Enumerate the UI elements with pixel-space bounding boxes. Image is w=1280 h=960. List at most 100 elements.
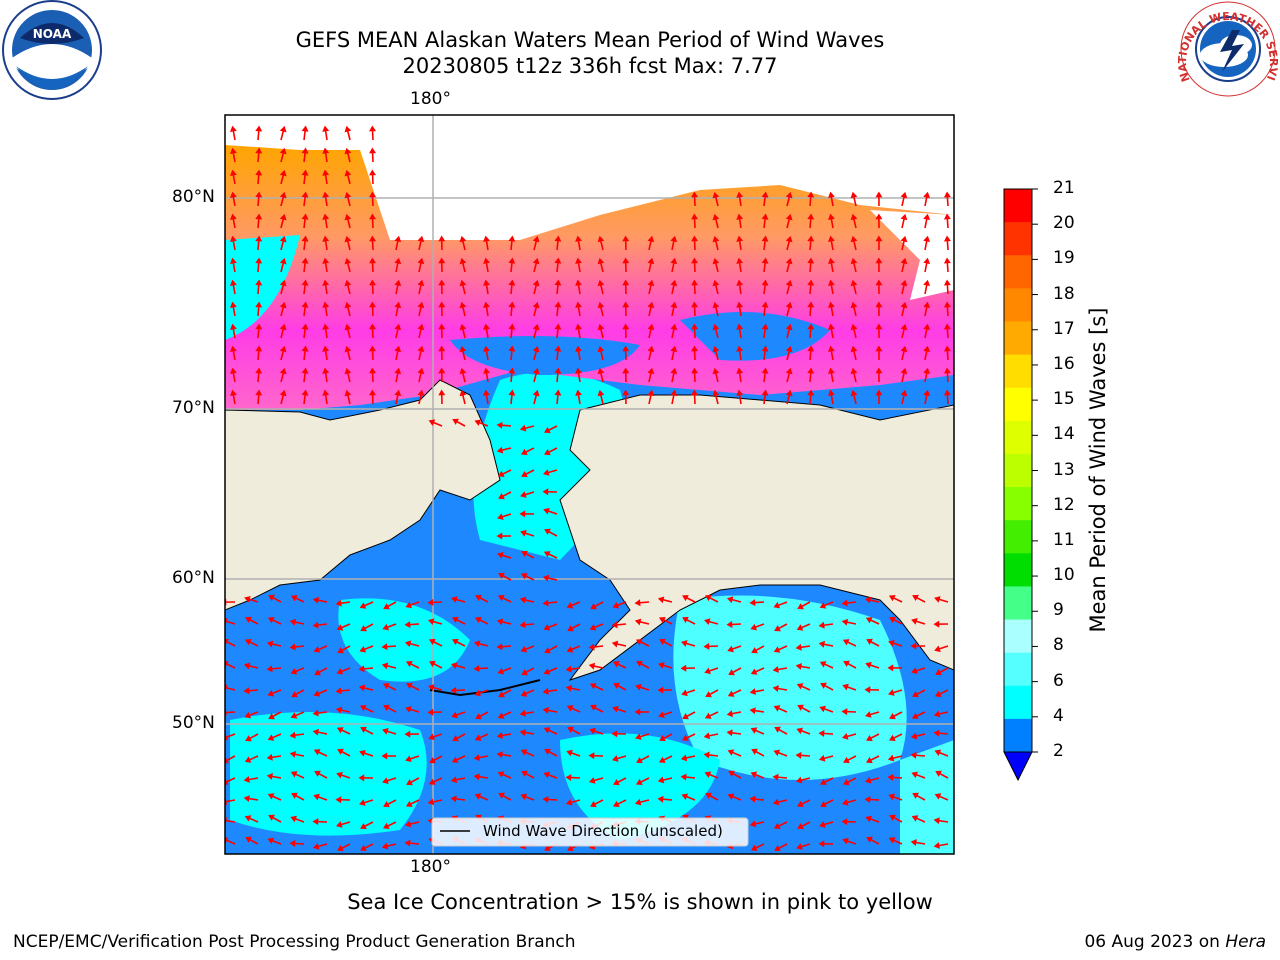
colorbar-segment — [1004, 586, 1032, 621]
wind-wave-arrowhead — [301, 257, 309, 264]
wind-wave-arrowhead — [726, 729, 733, 737]
wind-wave-arrowhead — [313, 690, 321, 697]
wind-wave-arrowhead — [381, 752, 388, 760]
wind-wave-arrowhead — [452, 735, 459, 742]
wind-wave-arrowhead — [497, 667, 505, 675]
wind-wave-arrowhead — [498, 572, 505, 579]
wind-wave-arrowhead — [726, 710, 734, 718]
wind-wave-arrowhead — [255, 279, 263, 286]
wind-wave-arrowhead — [611, 730, 618, 738]
wind-wave-arrowhead — [749, 599, 756, 607]
wind-wave-arrowhead — [820, 682, 827, 689]
wind-wave-arrowhead — [359, 602, 367, 609]
wind-wave-arrowhead — [923, 213, 931, 221]
wind-wave-arrowhead — [438, 279, 446, 286]
lat-label-50: 50°N — [172, 713, 215, 733]
wind-wave-arrowhead — [712, 367, 720, 375]
wind-wave-arrowhead — [751, 647, 758, 654]
wind-wave-arrowhead — [290, 712, 298, 719]
svg-text:NATIONAL WEATHER SERVICE: NATIONAL WEATHER SERVICE — [0, 0, 1280, 83]
wind-wave-arrowhead — [279, 257, 287, 265]
wind-wave-arrowhead — [807, 235, 815, 242]
wind-wave-arrowhead — [369, 235, 377, 242]
wind-wave-arrowhead — [875, 191, 883, 198]
wind-wave-arrowhead — [923, 367, 931, 375]
wind-wave-arrowhead — [279, 323, 287, 331]
wind-wave-arrowhead — [322, 323, 330, 330]
wind-wave-arrowhead — [634, 599, 641, 607]
wind-wave-arrowhead — [450, 795, 457, 803]
wind-wave-arrowhead — [475, 814, 482, 821]
colorbar-tick-label: 9 — [1053, 600, 1064, 621]
wind-wave-arrowhead — [712, 257, 720, 265]
wind-wave-arrowhead — [566, 705, 574, 712]
wind-wave-arrowhead — [520, 690, 528, 697]
wind-wave-arrowhead — [521, 550, 528, 557]
wind-wave-arrowhead — [727, 749, 735, 756]
wind-wave-arrowhead — [394, 301, 402, 309]
colorbar-tick-label: 20 — [1053, 213, 1075, 234]
wind-wave-arrowhead — [255, 125, 263, 132]
wind-wave-arrowhead — [657, 596, 665, 604]
wind-wave-arrowhead — [888, 793, 895, 801]
wind-wave-arrowhead — [312, 842, 320, 850]
wind-wave-arrowhead — [520, 573, 528, 580]
wind-wave-arrowhead — [229, 279, 237, 287]
wind-wave-arrow — [225, 733, 236, 739]
wind-wave-arrowhead — [369, 169, 377, 176]
wind-wave-arrowhead — [245, 616, 252, 623]
wind-wave-arrowhead — [751, 748, 758, 755]
wind-wave-arrowhead — [475, 594, 482, 602]
wind-wave-arrowhead — [312, 818, 319, 826]
wind-wave-arrowhead — [301, 147, 309, 154]
wind-wave-arrowhead — [796, 624, 804, 631]
wind-wave-arrowhead — [255, 191, 263, 198]
wind-wave-arrowhead — [622, 301, 630, 308]
wind-wave-arrowhead — [229, 235, 237, 243]
wind-wave-arrowhead — [554, 389, 562, 396]
wind-wave-arrowhead — [589, 777, 596, 784]
wind-wave-arrow — [225, 686, 236, 691]
wind-wave-arrowhead — [496, 643, 503, 651]
wind-wave-arrowhead — [394, 323, 402, 331]
wind-wave-arrowhead — [337, 844, 344, 852]
wind-wave-arrowhead — [622, 367, 630, 374]
wind-wave-arrowhead — [279, 125, 287, 133]
wind-wave-arrowhead — [704, 712, 712, 719]
wind-wave-arrowhead — [291, 691, 298, 698]
wind-wave-arrowhead — [864, 596, 872, 604]
wind-wave-arrowhead — [404, 621, 411, 629]
wind-wave-arrowhead — [691, 191, 699, 198]
wind-wave-arrowhead — [301, 301, 309, 308]
wind-wave-arrowhead — [622, 345, 630, 352]
wind-wave-arrowhead — [566, 602, 574, 609]
wind-wave-arrowhead — [712, 389, 720, 397]
wind-wave-arrowhead — [312, 709, 319, 717]
lat-label-80: 80°N — [172, 187, 215, 207]
wind-wave-arrowhead — [452, 616, 459, 624]
wind-wave-arrowhead — [521, 770, 528, 777]
wind-wave-arrowhead — [761, 257, 769, 264]
wind-wave-arrowhead — [597, 235, 605, 243]
wind-wave-arrowhead — [818, 730, 825, 737]
wind-wave-arrowhead — [497, 513, 504, 520]
wind-wave-arrowhead — [773, 646, 781, 653]
wind-wave-arrowhead — [344, 345, 352, 353]
wind-wave-arrowhead — [229, 301, 237, 309]
wind-wave-arrowhead — [887, 773, 894, 781]
wind-wave-arrowhead — [923, 389, 931, 397]
wind-wave-arrowhead — [301, 367, 309, 374]
wind-wave-arrowhead — [279, 235, 287, 243]
wind-wave-arrowhead — [566, 749, 573, 757]
wind-wave-arrowhead — [520, 793, 528, 801]
colorbar-segment — [1004, 487, 1032, 521]
wind-wave-arrowhead — [438, 235, 446, 242]
wind-wave-arrowhead — [394, 235, 402, 243]
wind-wave-arrowhead — [521, 669, 528, 676]
wind-wave-arrowhead — [935, 770, 942, 777]
wind-wave-arrowhead — [344, 257, 352, 265]
wind-wave-arrowhead — [438, 389, 446, 396]
wind-wave-arrowhead — [508, 367, 516, 374]
wind-wave-arrowhead — [888, 689, 895, 696]
wind-wave-arrowhead — [681, 793, 689, 800]
